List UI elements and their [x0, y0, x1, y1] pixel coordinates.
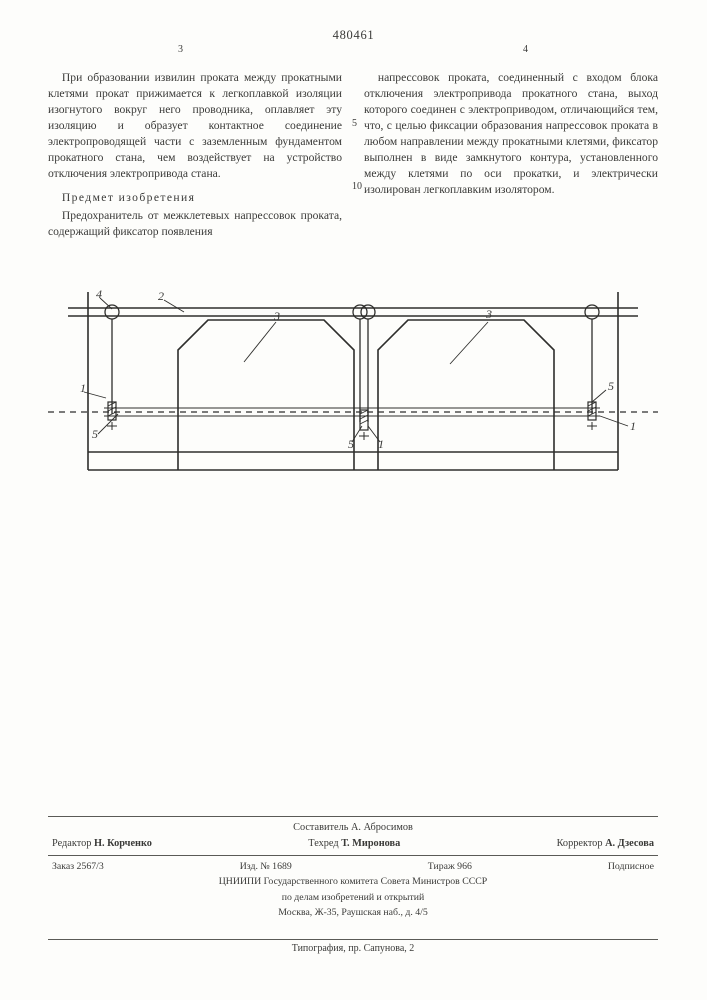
- left-column: При образовании извилин проката между пр…: [48, 70, 342, 242]
- editor-label: Редактор: [52, 838, 91, 849]
- edition-num: Изд. № 1689: [240, 859, 292, 874]
- svg-text:5: 5: [92, 427, 98, 441]
- editor-name: Н. Корченко: [94, 838, 152, 849]
- svg-text:3: 3: [485, 307, 492, 321]
- edition-line: Заказ 2567/3 Изд. № 1689 Тираж 966 Подпи…: [48, 859, 658, 874]
- subscription: Подписное: [608, 859, 654, 874]
- imprint-block: Составитель А. Абросимов Редактор Н. Кор…: [48, 813, 658, 920]
- org-line-2: по делам изобретений и открытий: [48, 890, 658, 905]
- line-5: 5: [352, 116, 362, 131]
- compiler-line: Составитель А. Абросимов: [48, 820, 658, 836]
- line-10: 10: [352, 179, 362, 194]
- svg-text:1: 1: [80, 381, 86, 395]
- claim-text: Предохранитель от межклетевых напрессово…: [48, 208, 342, 240]
- tech-name: Т. Миронова: [341, 838, 400, 849]
- svg-text:2: 2: [158, 289, 164, 303]
- column-page-numbers: 3 4: [48, 44, 658, 55]
- right-para-1: напрессовок проката, соединенный с входо…: [364, 70, 658, 198]
- print-run: Тираж 966: [428, 859, 472, 874]
- printer-name: Типография, пр. Сапунова, 2: [292, 943, 415, 954]
- svg-text:3: 3: [273, 309, 280, 323]
- line-number-markers: 5 10: [352, 70, 362, 194]
- left-para-1: При образовании извилин проката между пр…: [48, 70, 342, 182]
- svg-text:5: 5: [348, 437, 354, 451]
- corrector-label: Корректор: [557, 838, 603, 849]
- svg-text:5: 5: [608, 379, 614, 393]
- technical-figure: 4 2 3 3 1 5 5 1 5 1: [48, 282, 658, 512]
- tech-label: Техред: [308, 838, 338, 849]
- svg-text:1: 1: [630, 419, 636, 433]
- order-num: Заказ 2567/3: [52, 859, 104, 874]
- svg-text:4: 4: [96, 287, 102, 301]
- org-line-1: ЦНИИПИ Государственного комитета Совета …: [48, 874, 658, 889]
- document-number: 480461: [333, 28, 375, 43]
- right-column: 5 10 напрессовок проката, соединенный с …: [364, 70, 658, 242]
- address-line: Москва, Ж-35, Раушская наб., д. 4/5: [48, 905, 658, 920]
- svg-text:1: 1: [378, 437, 384, 451]
- col-num-right: 4: [523, 44, 528, 55]
- col-num-left: 3: [178, 44, 183, 55]
- printer-line: Типография, пр. Сапунова, 2: [48, 939, 658, 954]
- claim-heading: Предмет изобретения: [48, 190, 342, 206]
- corrector-name: А. Дзесова: [605, 838, 654, 849]
- staff-line: Редактор Н. Корченко Техред Т. Миронова …: [48, 836, 658, 852]
- body-columns: При образовании извилин проката между пр…: [48, 70, 658, 242]
